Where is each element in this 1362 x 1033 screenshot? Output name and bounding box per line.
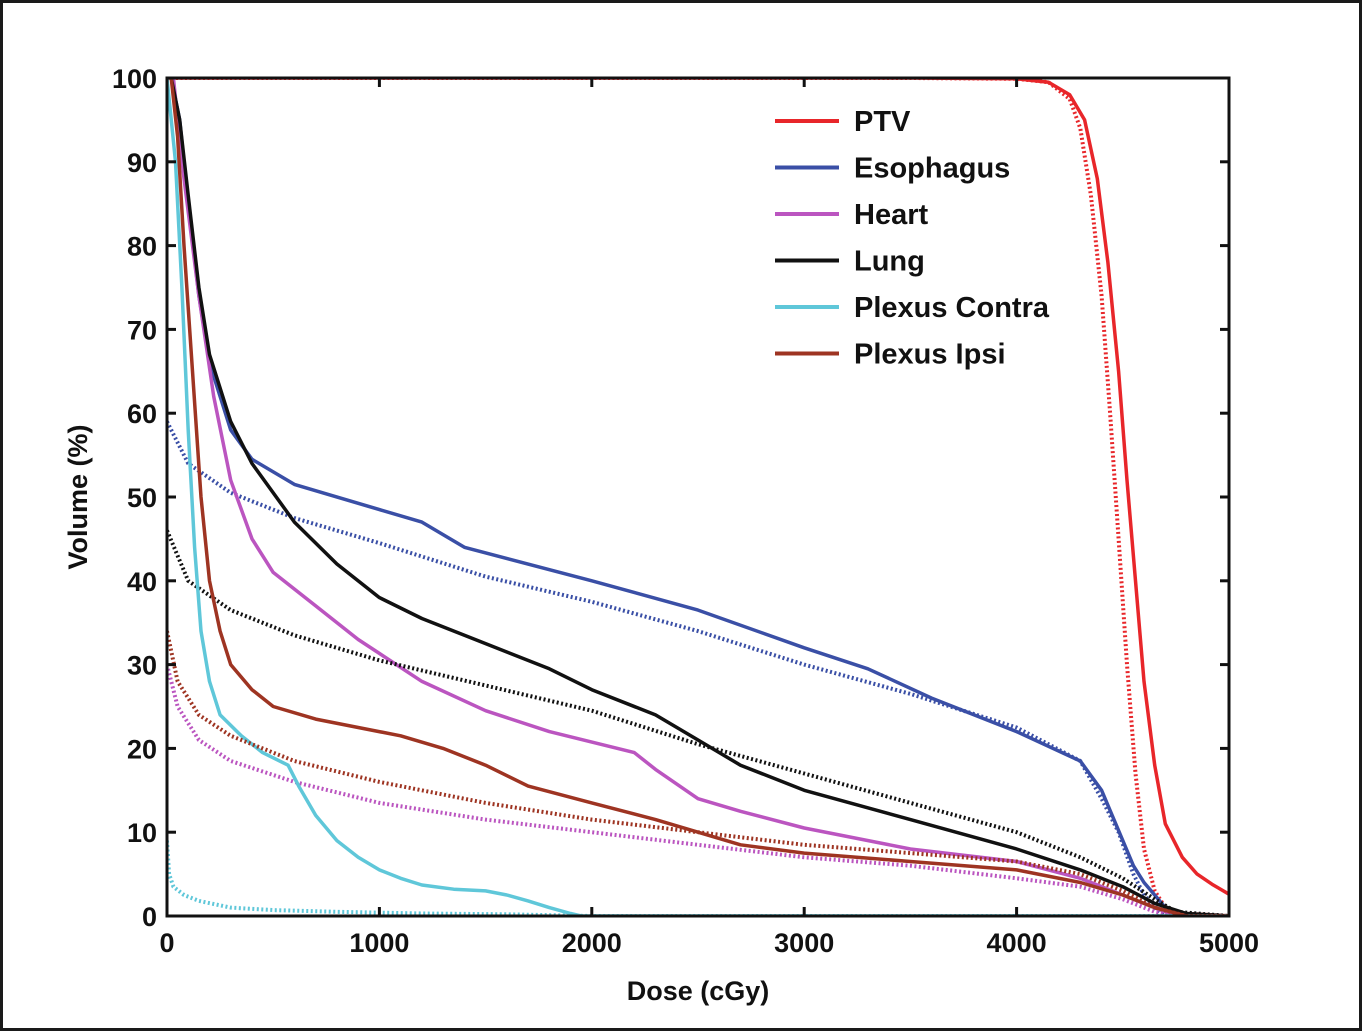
legend-label: PTV — [854, 106, 911, 138]
y-tick-label: 90 — [127, 148, 157, 178]
y-axis-label: Volume (%) — [63, 424, 93, 569]
y-tick-label: 10 — [127, 818, 157, 848]
legend-label: Lung — [854, 246, 925, 278]
series-lung-dotted — [167, 529, 1229, 916]
series-heart-dotted — [167, 664, 1229, 916]
y-tick-label: 50 — [127, 483, 157, 513]
legend-label: Esophagus — [854, 153, 1010, 185]
series-esophagus-solid — [169, 78, 1229, 916]
series-lung-solid — [169, 78, 1229, 916]
x-tick-label: 5000 — [1199, 928, 1259, 958]
series-heart-solid — [171, 78, 1229, 916]
y-tick-label: 80 — [127, 232, 157, 262]
x-tick-label: 1000 — [349, 928, 409, 958]
y-tick-label: 20 — [127, 734, 157, 764]
y-tick-label: 40 — [127, 567, 157, 597]
y-tick-label: 60 — [127, 399, 157, 429]
tick-layer: 0 1000 2000 3000 4000 5000 0 10 20 30 40 50 60 70 80 90… — [112, 64, 1259, 958]
series-plexus-contra-dotted — [167, 840, 1229, 916]
series-layer — [167, 78, 1229, 916]
x-axis-label: Dose (cGy) — [627, 976, 770, 1006]
x-tick-label: 0 — [159, 928, 174, 958]
x-tick-label: 3000 — [774, 928, 834, 958]
legend-label: Heart — [854, 199, 928, 231]
series-esophagus-dotted — [167, 420, 1229, 916]
legend: PTV Esophagus Heart Lung Plexus Contra Plexus… — [775, 106, 1050, 371]
x-tick-label: 4000 — [987, 928, 1047, 958]
x-tick-label: 2000 — [562, 928, 622, 958]
y-tick-label: 30 — [127, 651, 157, 681]
series-ptv-solid — [167, 78, 1229, 896]
y-tick-label: 70 — [127, 315, 157, 345]
y-tick-label: 100 — [112, 64, 157, 94]
series-plexus-ipsi-solid — [169, 78, 1229, 916]
series-plexus-contra-solid — [167, 78, 1229, 916]
legend-label: Plexus Ipsi — [854, 339, 1006, 371]
series-ptv-dotted — [167, 78, 1229, 916]
series-plexus-ipsi-dotted — [167, 630, 1229, 916]
legend-label: Plexus Contra — [854, 292, 1050, 324]
y-tick-label: 0 — [142, 902, 157, 932]
dvh-chart: 0 1000 2000 3000 4000 5000 0 10 20 30 40 50 60 70 80 90… — [63, 64, 1259, 1006]
